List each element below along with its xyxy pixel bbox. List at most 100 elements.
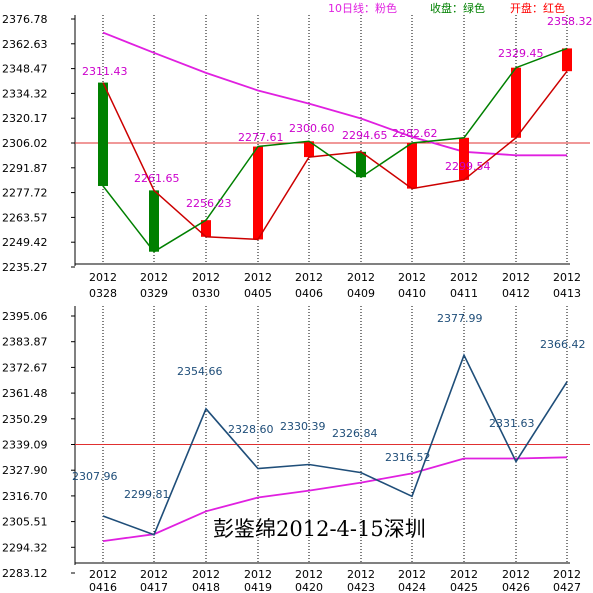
bottom-chart-panel: 2395.06 2383.87 2372.67 2361.48 2350.29 2339.… <box>2 306 590 593</box>
x-tick-label-year: 2012 <box>140 271 168 284</box>
x-tick-label-date: 0409 <box>347 287 375 300</box>
y-tick-label: 2362.63 <box>2 38 48 51</box>
x-tick-label-date: 0420 <box>295 581 323 593</box>
point-label: 2299.81 <box>124 488 170 501</box>
point-label: 2326.84 <box>332 427 378 440</box>
y-tick-label: 2316.70 <box>2 490 48 503</box>
y-tick-label: 2305.51 <box>2 516 48 529</box>
x-tick-label-date: 0417 <box>140 581 168 593</box>
x-tick-label-date: 0419 <box>244 581 272 593</box>
y-tick-label: 2283.12 <box>2 567 48 580</box>
point-label: 2328.60 <box>228 423 274 436</box>
x-tick-label-year: 2012 <box>192 568 220 581</box>
point-label: 2256.23 <box>186 197 232 210</box>
y-tick-label: 2339.09 <box>2 439 48 452</box>
x-tick-label-date: 0329 <box>140 287 168 300</box>
x-tick-label-year: 2012 <box>192 271 220 284</box>
x-tick-label-year: 2012 <box>502 271 530 284</box>
point-label: 2331.63 <box>489 417 535 430</box>
x-tick-label-year: 2012 <box>553 568 581 581</box>
y-tick-label: 2306.02 <box>2 137 48 150</box>
open-price-line <box>102 70 568 241</box>
point-label: 2299.54 <box>445 160 491 173</box>
y-tick-label: 2327.90 <box>2 464 48 477</box>
y-tick-label: 2348.47 <box>2 63 48 76</box>
candle-body <box>201 220 211 237</box>
y-tick-label: 2320.17 <box>2 112 48 125</box>
y-tick-label: 2350.29 <box>2 413 48 426</box>
x-tick-label-date: 0406 <box>295 287 323 300</box>
x-tick-label-date: 0412 <box>502 287 530 300</box>
point-label: 2261.65 <box>134 172 180 185</box>
x-tick-label-year: 2012 <box>502 568 530 581</box>
y-tick-label: 2334.32 <box>2 87 48 100</box>
y-tick-label: 2263.57 <box>2 211 48 224</box>
point-label: 2354.66 <box>177 365 223 378</box>
x-tick-label-year: 2012 <box>89 568 117 581</box>
x-tick-label-date: 0413 <box>553 287 581 300</box>
candle-body <box>511 67 521 138</box>
y-tick-label: 2376.78 <box>2 13 48 26</box>
x-tick-label-year: 2012 <box>398 271 426 284</box>
x-tick-label-date: 0423 <box>347 581 375 593</box>
x-tick-label-year: 2012 <box>244 568 272 581</box>
x-tick-label-date: 0411 <box>450 287 478 300</box>
candle-body <box>562 48 572 72</box>
x-tick-label-date: 0426 <box>502 581 530 593</box>
x-tick-label-date: 0410 <box>398 287 426 300</box>
x-tick-label-year: 2012 <box>140 568 168 581</box>
y-tick-label: 2235.27 <box>2 261 48 274</box>
point-label: 2330.39 <box>280 420 326 433</box>
point-label: 2277.61 <box>238 131 284 144</box>
point-label: 2377.99 <box>437 312 483 325</box>
x-tick-label-date: 0427 <box>553 581 581 593</box>
x-tick-label-date: 0416 <box>89 581 117 593</box>
point-label: 2329.45 <box>498 47 544 60</box>
close-price-line <box>102 47 568 253</box>
x-tick-label-date: 0405 <box>244 287 272 300</box>
point-label: 2358.32 <box>547 15 593 28</box>
ma10-line <box>102 31 567 157</box>
x-tick-label-date: 0425 <box>450 581 478 593</box>
x-tick-label-date: 0424 <box>398 581 426 593</box>
candle-body <box>304 141 314 158</box>
point-label: 2307.96 <box>72 470 118 483</box>
price-line <box>102 353 568 536</box>
point-label: 2300.60 <box>289 122 335 135</box>
candle-body <box>253 146 263 240</box>
legend-close: 收盘：绿色 <box>430 1 485 15</box>
y-tick-label: 2291.87 <box>2 162 48 175</box>
x-tick-label-year: 2012 <box>295 568 323 581</box>
point-label: 2294.65 <box>342 129 388 142</box>
y-tick-label: 2277.72 <box>2 187 48 200</box>
x-tick-label-year: 2012 <box>89 271 117 284</box>
point-label: 2316.52 <box>385 451 431 464</box>
y-tick-label: 2395.06 <box>2 310 48 323</box>
x-tick-label-year: 2012 <box>347 271 375 284</box>
y-tick-label: 2361.48 <box>2 387 48 400</box>
x-tick-label-year: 2012 <box>450 568 478 581</box>
candle-body <box>149 190 159 252</box>
x-tick-label-year: 2012 <box>347 568 375 581</box>
y-tick-label: 2372.67 <box>2 361 48 374</box>
top-chart-panel: 2376.78 2362.63 2348.47 2334.32 2320.17 2306.… <box>2 13 593 300</box>
x-tick-label-date: 0328 <box>89 287 117 300</box>
candle-body <box>356 151 366 178</box>
y-tick-label: 2383.87 <box>2 336 48 349</box>
candle-body <box>98 82 108 186</box>
y-tick-label: 2294.32 <box>2 541 48 554</box>
ma-line <box>102 456 568 542</box>
legend-ma10: 10日线：粉色 <box>328 1 397 15</box>
point-label: 2311.43 <box>82 65 128 78</box>
point-label: 2366.42 <box>540 338 586 351</box>
x-tick-label-year: 2012 <box>553 271 581 284</box>
x-tick-label-date: 0330 <box>192 287 220 300</box>
candle-body <box>459 137 469 180</box>
y-tick-label: 2249.42 <box>2 236 48 249</box>
x-tick-label-date: 0418 <box>192 581 220 593</box>
x-tick-label-year: 2012 <box>244 271 272 284</box>
candle-body <box>407 143 417 189</box>
x-tick-label-year: 2012 <box>295 271 323 284</box>
x-tick-label-year: 2012 <box>398 568 426 581</box>
